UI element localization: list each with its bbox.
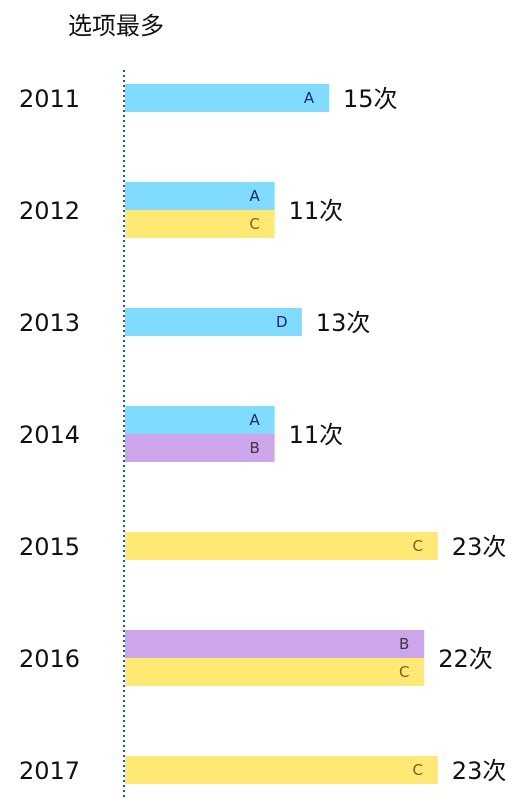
bar-option-label: B: [249, 439, 259, 457]
bar-option-label: C: [413, 537, 423, 555]
bar-2016-b: [125, 630, 425, 658]
bar-2017-c: [125, 756, 438, 784]
count-label: 11次: [289, 421, 344, 449]
bar-2011-a: [125, 84, 329, 112]
bar-option-label: C: [249, 215, 259, 233]
bar-option-label: A: [249, 411, 260, 429]
count-label: 15次: [343, 85, 398, 113]
bar-2016-c: [125, 658, 425, 686]
bar-2014-a: [125, 406, 275, 434]
bar-2015-c: [125, 532, 438, 560]
year-label: 2013: [19, 309, 80, 337]
count-label: 22次: [438, 645, 493, 673]
bar-2012-a: [125, 182, 275, 210]
bar-2013-d: [125, 308, 302, 336]
year-label: 2012: [19, 197, 80, 225]
year-label: 2014: [19, 421, 80, 449]
year-label: 2015: [19, 533, 80, 561]
bar-group-2014: 2014 AB 11次: [19, 406, 343, 462]
bar-group-2017: 2017 C 23次: [19, 756, 506, 785]
bar-2012-c: [125, 210, 275, 238]
bar-option-label: D: [276, 313, 288, 331]
bar-group-2012: 2012 AC 11次: [19, 182, 343, 238]
bar-group-2016: 2016 BC 22次: [19, 630, 493, 686]
bar-option-label: A: [304, 89, 315, 107]
count-label: 23次: [452, 757, 507, 785]
chart-title: 选项最多: [68, 12, 164, 40]
count-label: 13次: [316, 309, 371, 337]
bar-option-label: B: [399, 635, 409, 653]
bar-group-2013: 2013 D 13次: [19, 308, 370, 337]
bar-option-label: C: [399, 663, 409, 681]
bar-option-label: A: [249, 187, 260, 205]
bar-group-2011: 2011 A 15次: [19, 84, 398, 113]
bar-group-2015: 2015 C 23次: [19, 532, 506, 561]
bar-option-label: C: [413, 761, 423, 779]
year-label: 2016: [19, 645, 80, 673]
year-label: 2011: [19, 85, 80, 113]
count-label: 11次: [289, 197, 344, 225]
year-label: 2017: [19, 757, 80, 785]
bar-2014-b: [125, 434, 275, 462]
count-label: 23次: [452, 533, 507, 561]
